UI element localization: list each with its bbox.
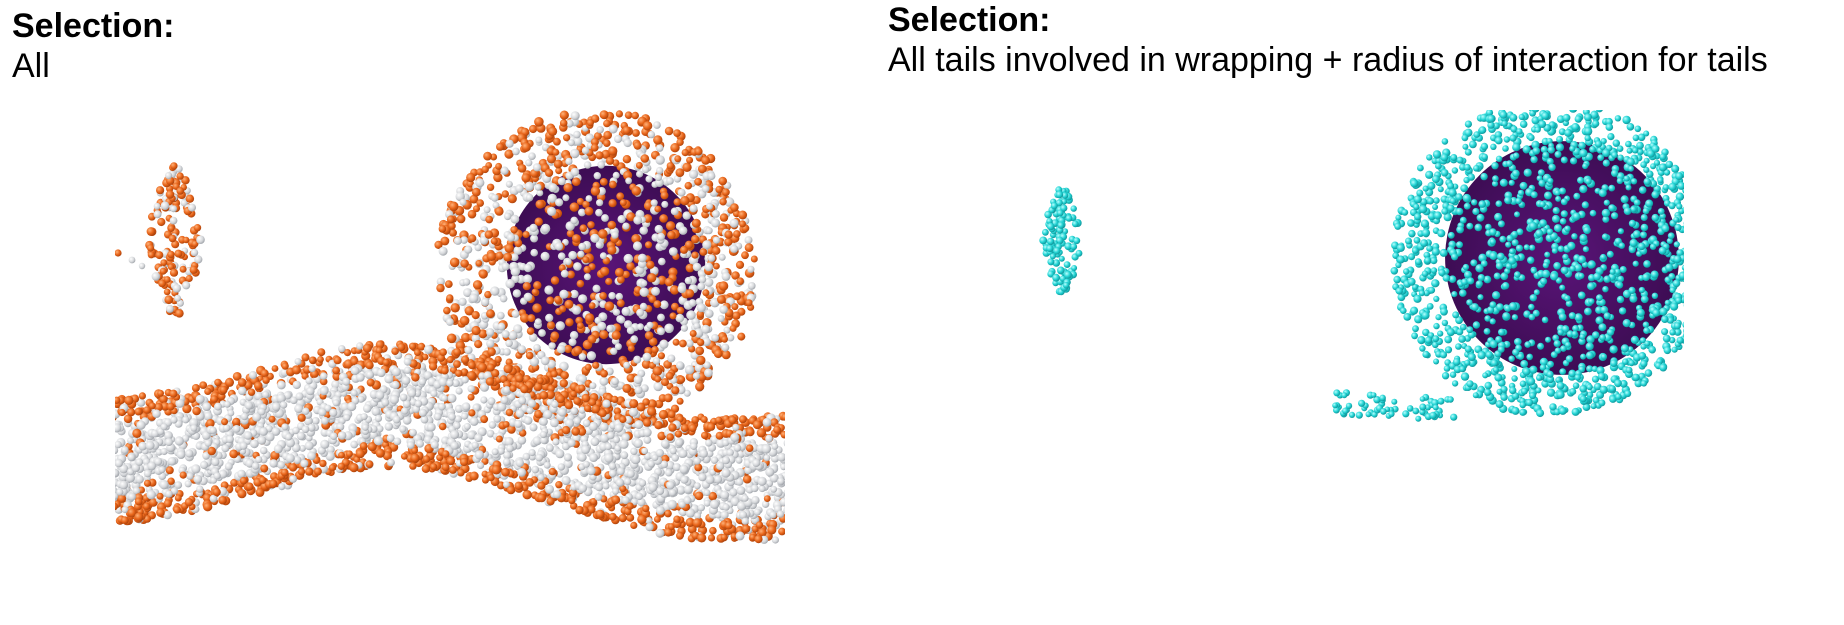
right-render-canvas [1039,110,1684,422]
left-caption: Selection: All [12,6,174,86]
right-selection-value: All tails involved in wrapping + radius … [888,41,1768,79]
left-selection-heading: Selection: [12,7,175,45]
right-selection-heading: Selection: [888,1,1051,39]
left-selection-value: All [12,47,50,85]
right-caption: Selection: All tails involved in wrappin… [888,0,1768,80]
right-molecular-render [880,110,1844,625]
left-render-canvas [115,110,785,544]
left-molecular-render [0,110,880,625]
